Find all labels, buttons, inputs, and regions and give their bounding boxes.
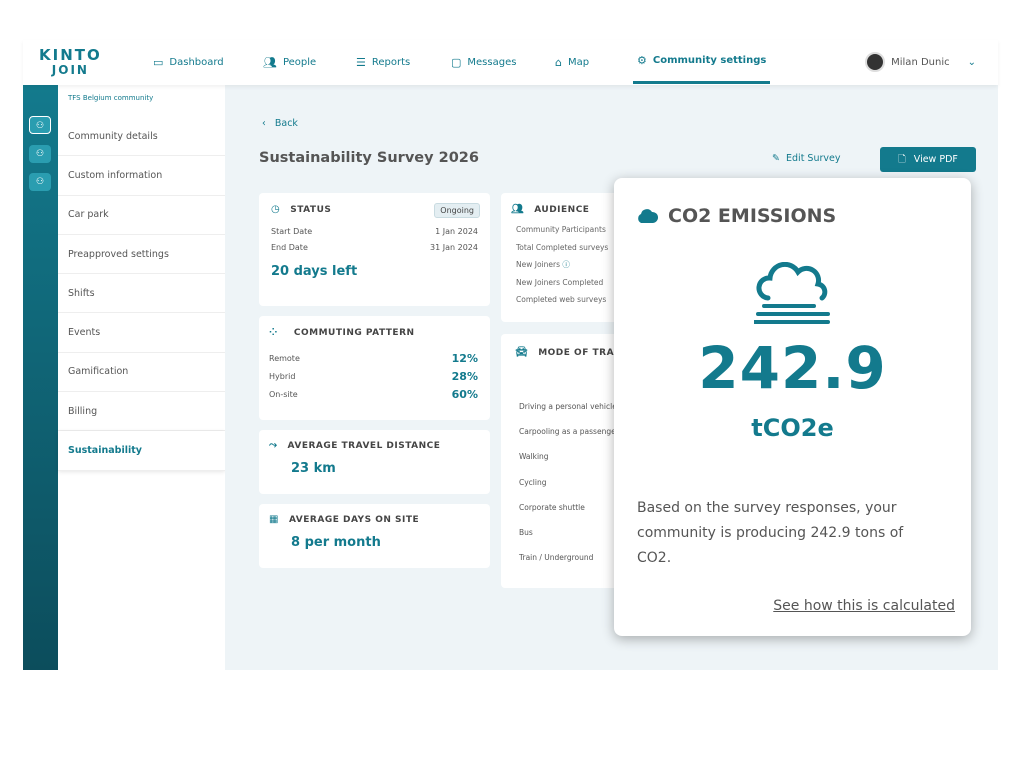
menu-community-details[interactable]: Community details [58, 117, 225, 157]
community-icon[interactable]: ⚇ [29, 173, 51, 191]
co2-unit: tCO2e [751, 414, 834, 442]
user-menu[interactable]: Milan Dunic ⌄ [865, 52, 976, 72]
page-title: Sustainability Survey 2026 [259, 150, 479, 166]
back-link[interactable]: ‹ Back [262, 118, 298, 129]
kinto-join-logo[interactable]: KINTO JOIN [39, 46, 102, 78]
audience-row: Community Participants [516, 225, 606, 234]
people-icon: 👥︎ [511, 204, 525, 215]
route-icon: ⤳ [269, 440, 278, 451]
nav-dashboard[interactable]: ▭ Dashboard [153, 56, 224, 69]
nav-map[interactable]: ⌂ Map [555, 56, 590, 69]
avatar [865, 52, 886, 72]
co2-value: 242.9 [698, 334, 887, 402]
co2-description: Based on the survey responses, your comm… [637, 500, 904, 566]
view-pdf-button[interactable]: 🗋︎ View PDF [880, 147, 976, 172]
menu-events[interactable]: Events [58, 313, 225, 353]
audience-row: Completed web surveys [516, 295, 607, 304]
community-name: TFS Belgium community [68, 94, 154, 102]
chevron-left-icon: ‹ [262, 118, 266, 129]
community-icon[interactable]: ⚇ [29, 116, 51, 134]
pencil-icon: ✎ [772, 153, 780, 164]
icon-rail: ⚇ ⚇ ⚇ [23, 85, 58, 670]
audience-row: New Joiners ⓘ [516, 260, 570, 269]
calendar-icon: ▦ [269, 514, 279, 525]
chevron-down-icon: ⌄ [967, 56, 976, 68]
transport-row: Walking [519, 452, 549, 462]
menu-shifts[interactable]: Shifts [58, 274, 225, 314]
message-icon: ▢ [451, 56, 462, 69]
menu-car-park[interactable]: Car park [58, 196, 225, 235]
transport-row: Bus [519, 528, 533, 538]
pdf-icon: 🗋︎ [898, 153, 906, 165]
transport-row: Cycling [519, 477, 547, 487]
transport-row: Driving a personal vehicle [519, 402, 617, 411]
top-nav: KINTO JOIN ▭ Dashboard 👥︎ People ☰ Reports ▢… [23, 40, 998, 85]
car-icon: 🚘︎ [515, 347, 529, 358]
nav-community-settings[interactable]: ⚙ Community settings [633, 40, 771, 84]
menu-gamification[interactable]: Gamification [58, 353, 225, 393]
menu-billing[interactable]: Billing [58, 392, 225, 432]
settings-menu: TFS Belgium community Community details … [58, 85, 225, 670]
audience-row: Total Completed surveys [516, 242, 609, 252]
people-icon: 👥︎ [263, 56, 277, 69]
cloud-icon [638, 209, 658, 223]
transport-row: Carpooling as a passenger [519, 427, 619, 437]
edit-survey-button[interactable]: ✎ Edit Survey [772, 153, 841, 164]
menu-sustainability[interactable]: Sustainability [58, 431, 225, 471]
status-badge: Ongoing [434, 203, 480, 218]
info-icon[interactable]: ⓘ [562, 260, 570, 269]
transport-row: Train / Underground [519, 553, 594, 563]
travel-distance-card: ⤳ AVERAGE TRAVEL DISTANCE 23 km [259, 430, 490, 494]
menu-preapproved-settings[interactable]: Preapproved settings [58, 235, 225, 275]
gear-icon: ⚙ [637, 54, 647, 67]
calculation-link[interactable]: See how this is calculated [773, 598, 955, 614]
grid-icon: ⁘ [269, 327, 278, 338]
nav-messages[interactable]: ▢ Messages [451, 56, 517, 69]
menu-custom-information[interactable]: Custom information [58, 156, 225, 196]
transport-row: Corporate shuttle [519, 502, 585, 512]
nav-reports[interactable]: ☰ Reports [356, 56, 411, 69]
status-card: ◷ STATUS Ongoing Start Date 1 Jan 2024 End… [259, 193, 490, 306]
clock-icon: ◷ [271, 204, 281, 215]
co2-emissions-popup: CO2 EMISSIONS 242.9 tCO2e Based on the s… [614, 178, 971, 636]
calendar-icon: ▭ [153, 56, 164, 69]
days-on-site-card: ▦ AVERAGE DAYS ON SITE 8 per month [259, 504, 490, 568]
map-icon: ⌂ [555, 56, 562, 69]
nav-people[interactable]: 👥︎ People [263, 56, 317, 69]
cloud-wind-icon [754, 262, 830, 324]
list-icon: ☰ [356, 56, 366, 69]
commuting-card: ⁘ COMMUTING PATTERN Remote 12% Hybrid 28% O… [259, 316, 490, 420]
audience-row: New Joiners Completed [516, 277, 604, 287]
community-icon[interactable]: ⚇ [29, 145, 51, 163]
